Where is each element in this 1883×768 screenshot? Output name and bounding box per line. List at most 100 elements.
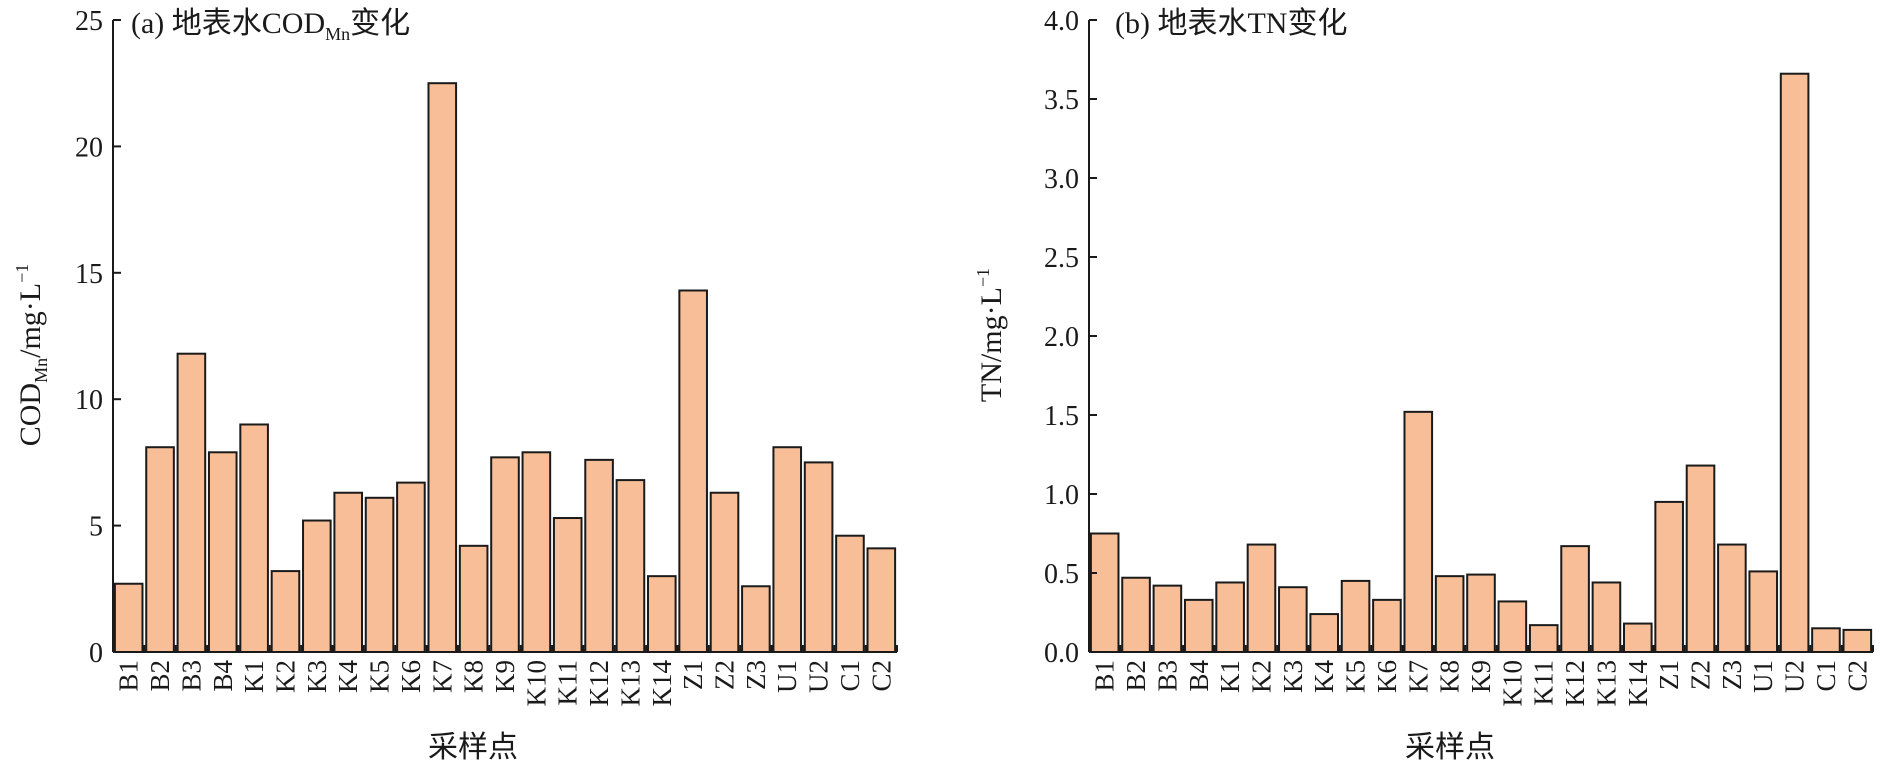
bar-k4 — [1309, 613, 1340, 654]
x-tick-label-k13: K13 — [615, 660, 645, 707]
chart-panel-b: 0.0 0.5 1.0 1.5 2.0 2.5 3.0 3.5 4.0 B1 B2 B3 B4 K1 K2… — [973, 6, 1874, 764]
x-tick-label-k12: K12 — [1560, 660, 1590, 707]
y-tick-label: 1.5 — [1044, 401, 1079, 432]
x-tick-label-k6: K6 — [396, 660, 426, 693]
x-tick-label-k9: K9 — [490, 660, 520, 693]
x-tick-label-k3: K3 — [1278, 660, 1308, 693]
x-tick-label-k7: K7 — [427, 660, 457, 693]
x-axis-title-b: 采样点 — [1405, 731, 1495, 764]
bar-k5 — [1340, 579, 1371, 654]
y-tick-label: 0.5 — [1044, 559, 1079, 590]
bar-c1 — [835, 534, 865, 654]
x-tick-label-k8: K8 — [1435, 660, 1465, 693]
bar-z3 — [1717, 543, 1747, 653]
x-tick-label-b3: B3 — [1152, 660, 1182, 692]
bar-k5 — [364, 496, 395, 654]
x-tick-label-k5: K5 — [1341, 660, 1371, 693]
bars-b — [1089, 72, 1873, 654]
y-axis-title-b: TN/mg·L−1 — [973, 268, 1008, 402]
y-tick-label: 15 — [75, 259, 103, 290]
bar-k10 — [1497, 600, 1528, 654]
x-axis-title-a: 采样点 — [428, 731, 518, 764]
bar-k11 — [1528, 624, 1559, 654]
bar-k8 — [458, 544, 489, 654]
x-tick-label-z1: Z1 — [1654, 660, 1684, 690]
x-tick-label-z3: Z3 — [1717, 660, 1747, 690]
x-tick-label-k11: K11 — [553, 660, 583, 706]
bar-z3 — [741, 585, 771, 654]
bar-k9 — [1466, 573, 1496, 654]
x-tick-label-b2: B2 — [145, 660, 175, 692]
y-axis-ticks-a: 0 5 10 15 20 25 — [75, 6, 121, 669]
x-tick-label-k4: K4 — [1309, 660, 1339, 693]
bar-b2 — [145, 446, 175, 654]
x-tick-label-k3: K3 — [302, 660, 332, 693]
bar-b4 — [207, 451, 238, 654]
x-tick-label-c2: C2 — [1842, 660, 1872, 692]
bar-k1 — [1215, 581, 1245, 653]
bar-b3 — [1152, 584, 1183, 654]
bar-u2 — [1779, 72, 1810, 654]
bar-k12 — [584, 458, 614, 653]
x-tick-label-c1: C1 — [1811, 660, 1841, 692]
bar-u1 — [1748, 570, 1779, 653]
x-tick-label-k7: K7 — [1403, 660, 1433, 693]
x-tick-label-u2: U2 — [804, 660, 834, 693]
bar-u2 — [803, 461, 834, 653]
bar-c1 — [1811, 627, 1841, 653]
x-tick-label-b1: B1 — [1090, 660, 1120, 692]
x-tick-label-c2: C2 — [866, 660, 896, 692]
x-tick-label-b2: B2 — [1121, 660, 1151, 692]
x-tick-label-k12: K12 — [584, 660, 614, 707]
bar-k3 — [302, 519, 332, 653]
y-tick-label: 3.5 — [1044, 85, 1079, 116]
x-tick-label-b4: B4 — [1184, 660, 1214, 692]
x-tick-label-k1: K1 — [239, 660, 269, 693]
bars-a — [113, 82, 897, 654]
x-tick-label-k9: K9 — [1466, 660, 1496, 693]
bar-k14 — [1623, 622, 1653, 653]
x-tick-label-c1: C1 — [835, 660, 865, 692]
bar-k14 — [647, 575, 677, 653]
x-tick-label-z3: Z3 — [741, 660, 771, 690]
y-tick-label: 0 — [89, 638, 103, 669]
x-tick-label-k2: K2 — [270, 660, 300, 693]
x-axis-ticks-b: B1 B2 B3 B4 K1 K2 K3 K4 K5 K6 K7 K8 K9 K10 K11 K12 K13 K1… — [1090, 645, 1874, 707]
x-tick-label-b3: B3 — [176, 660, 206, 692]
x-tick-label-k4: K4 — [333, 660, 363, 693]
x-tick-label-k10: K10 — [1497, 660, 1527, 707]
x-tick-label-k6: K6 — [1372, 660, 1402, 693]
x-tick-label-b1: B1 — [114, 660, 144, 692]
bar-b1 — [113, 582, 144, 653]
x-tick-label-b4: B4 — [208, 660, 238, 692]
bar-z2 — [1685, 464, 1716, 653]
y-tick-label: 3.0 — [1044, 164, 1079, 195]
chart-panel-a: 0 5 10 15 20 25 B1 B2 B3 B4 K1 K2 K3 K4 K5 K6 K7 K8 K9 K10… — [12, 6, 898, 764]
y-tick-label: 2.0 — [1044, 322, 1079, 353]
bar-k3 — [1278, 586, 1308, 653]
bar-k9 — [490, 456, 520, 653]
bar-b3 — [176, 352, 207, 653]
x-tick-label-u1: U1 — [1748, 660, 1778, 693]
bar-c2 — [1842, 628, 1873, 654]
x-tick-label-k11: K11 — [1529, 660, 1559, 706]
bar-u1 — [772, 446, 803, 654]
bar-b2 — [1121, 576, 1151, 653]
x-tick-label-k2: K2 — [1246, 660, 1276, 693]
x-tick-label-u1: U1 — [772, 660, 802, 693]
x-tick-label-k13: K13 — [1591, 660, 1621, 707]
x-tick-label-u2: U2 — [1780, 660, 1810, 693]
x-tick-label-k10: K10 — [521, 660, 551, 707]
bar-k11 — [552, 517, 583, 654]
x-axis-ticks-a: B1 B2 B3 B4 K1 K2 K3 K4 K5 K6 K7 K8 K9 K10 K11 K12 K13 K1… — [114, 645, 898, 707]
y-tick-label: 10 — [75, 385, 103, 416]
bar-k2 — [1246, 543, 1277, 653]
bar-k13 — [615, 479, 646, 653]
y-axis-ticks-b: 0.0 0.5 1.0 1.5 2.0 2.5 3.0 3.5 4.0 — [1044, 6, 1097, 669]
bar-k8 — [1434, 575, 1465, 653]
y-tick-label: 5 — [89, 512, 103, 543]
bar-k2 — [270, 570, 301, 653]
y-axis-title-a: CODMn/mg·L−1 — [12, 264, 51, 447]
y-tick-label: 25 — [75, 6, 103, 37]
